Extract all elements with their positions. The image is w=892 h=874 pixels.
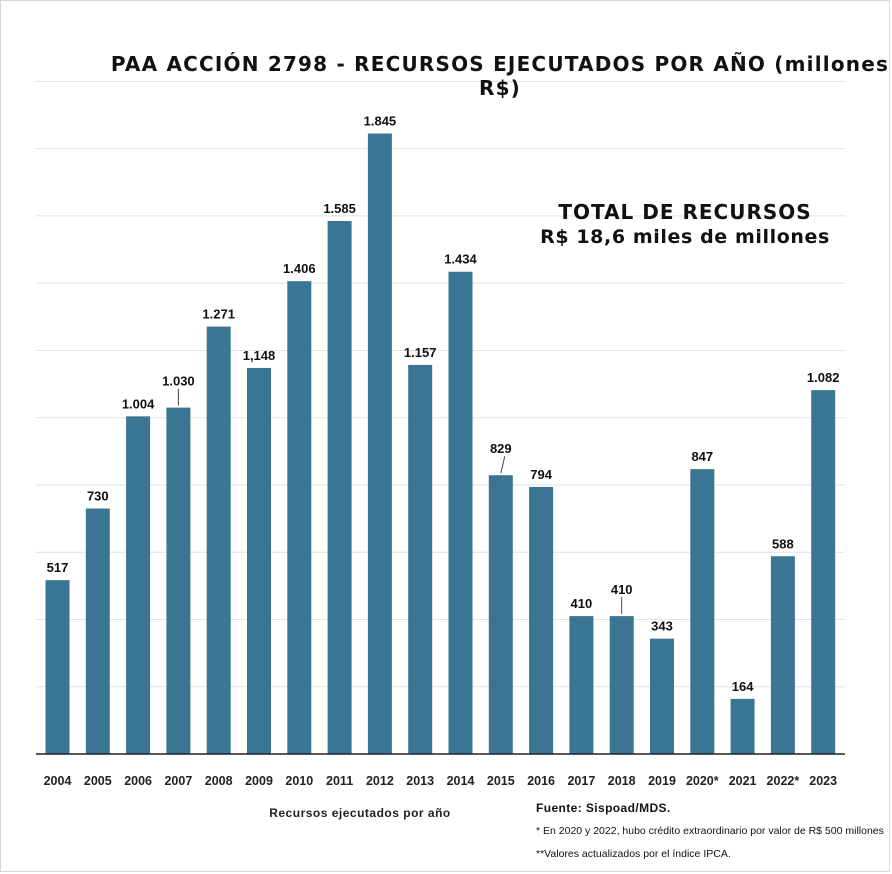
bar-2005	[85, 508, 110, 754]
bar-2017	[569, 616, 594, 754]
bar-value-label: 343	[651, 619, 673, 634]
bar-value-label: 1.157	[404, 345, 437, 360]
x-tick-label: 2009	[245, 774, 273, 788]
bar-value-label: 1.082	[807, 370, 840, 385]
x-tick-label: 2018	[608, 774, 636, 788]
footnote-credit: * En 2020 y 2022, hubo crédito extraordi…	[536, 825, 884, 837]
x-tick-label: 2006	[124, 774, 152, 788]
bar-2007	[166, 407, 191, 754]
x-axis-label: Recursos ejecutados por año	[269, 806, 451, 820]
x-tick-label: 2005	[84, 774, 112, 788]
bar-2022	[770, 556, 795, 754]
total-resources-title: TOTAL DE RECURSOS	[558, 200, 812, 224]
bar-2008	[206, 326, 231, 754]
bar-2016	[529, 486, 554, 754]
bar-value-label: 588	[772, 536, 794, 551]
x-tick-label: 2012	[366, 774, 394, 788]
grid-lines	[36, 80, 845, 688]
total-resources-value: R$ 18,6 miles de millones	[540, 226, 830, 248]
bar-value-label: 1,148	[243, 348, 276, 363]
x-tick-label: 2015	[487, 774, 515, 788]
value-labels: 517 730 1.004 1.030 1.271 1,148 1.406 1.585 1.84…	[47, 114, 840, 694]
bar-2009	[247, 367, 271, 754]
bar-value-label: 1.585	[323, 201, 356, 216]
x-tick-label: 2013	[406, 774, 434, 788]
x-tick-label: 2023	[809, 774, 837, 788]
x-tick-label: 2020*	[686, 774, 719, 788]
x-tick-label: 2019	[648, 774, 676, 788]
bar-2013	[408, 364, 433, 754]
bar-value-label: 410	[571, 596, 593, 611]
bar-2010	[287, 281, 312, 754]
bar-value-label: 410	[611, 582, 633, 597]
bar-value-label: 1.271	[202, 307, 235, 322]
bar-value-label: 847	[691, 449, 713, 464]
bar-value-label: 794	[530, 467, 552, 482]
bar-value-label: 1.004	[122, 396, 155, 411]
x-tick-label: 2021	[729, 774, 757, 788]
bar-value-label: 1.030	[162, 374, 195, 389]
chart-title: PAA ACCIÓN 2798 - RECURSOS EJECUTADOS PO…	[110, 52, 890, 100]
x-tick-label: 2017	[567, 774, 595, 788]
bar-value-label: 1.845	[364, 114, 397, 129]
bar-2011	[327, 220, 352, 755]
bars	[45, 133, 836, 755]
label-leader-line	[500, 456, 506, 474]
bar-2021	[730, 698, 755, 754]
bar-2020	[690, 469, 715, 754]
x-tick-label: 2011	[326, 774, 353, 788]
x-tick-label: 2022*	[767, 774, 800, 788]
bar-value-label: 517	[47, 560, 69, 575]
footnote-ipca: **Valores actualizados por el índice IPC…	[536, 848, 731, 860]
x-tick-labels: 2004 2005 2006 2007 2008 2009 2010 2011 2012 2013…	[44, 774, 838, 788]
bar-2012	[367, 133, 392, 755]
bar-2014	[448, 271, 473, 754]
x-tick-label: 2008	[205, 774, 233, 788]
bar-value-label: 730	[87, 489, 109, 504]
bar-value-label: 1.406	[283, 261, 316, 276]
x-tick-label: 2004	[44, 774, 72, 788]
bar-value-label: 164	[732, 679, 754, 694]
bar-2023	[811, 390, 836, 754]
x-tick-label: 2014	[447, 774, 475, 788]
bar-2006	[126, 416, 151, 754]
bar-2004	[45, 580, 70, 754]
bar-value-label: 829	[490, 441, 512, 456]
x-tick-label: 2016	[527, 774, 555, 788]
bar-2015	[488, 475, 513, 754]
source-note: Fuente: Sispoad/MDS.	[536, 801, 671, 815]
x-tick-label: 2007	[164, 774, 192, 788]
bar-value-label: 1.434	[444, 252, 477, 267]
x-tick-label: 2010	[285, 774, 313, 788]
bar-2018	[609, 616, 634, 754]
bar-2019	[650, 638, 674, 754]
